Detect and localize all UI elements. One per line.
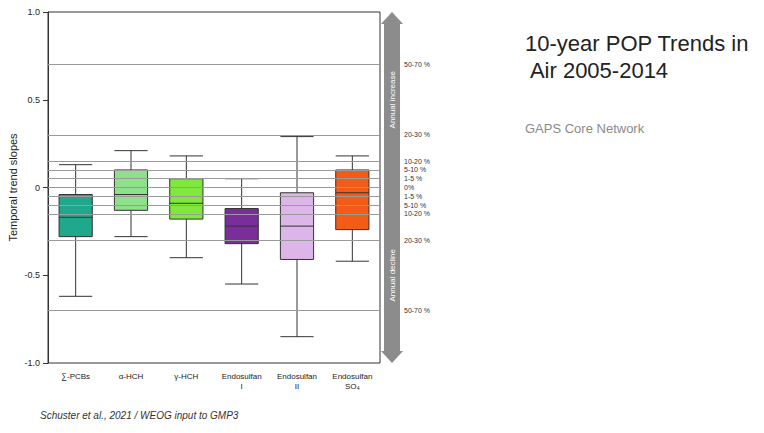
svg-text:20-30 %: 20-30 %: [404, 237, 430, 244]
svg-text:1-5 %: 1-5 %: [404, 193, 422, 200]
svg-text:Annual increase: Annual increase: [388, 71, 397, 129]
svg-text:Endosulfan: Endosulfan: [332, 372, 372, 381]
svg-text:I: I: [241, 382, 243, 391]
svg-text:∑-PCBs: ∑-PCBs: [61, 372, 90, 381]
svg-text:-0.5: -0.5: [24, 270, 40, 280]
svg-text:-1.0: -1.0: [24, 358, 40, 368]
svg-text:SO₄: SO₄: [345, 382, 360, 391]
svg-text:10-year POP Trends in: 10-year POP Trends in: [525, 31, 748, 56]
svg-text:Air 2005-2014: Air 2005-2014: [525, 58, 668, 83]
svg-text:Schuster et al., 2021 / WEOG i: Schuster et al., 2021 / WEOG input to GM…: [40, 410, 239, 421]
svg-text:1-5 %: 1-5 %: [404, 175, 422, 182]
svg-text:Annual decline: Annual decline: [388, 248, 397, 301]
svg-text:0%: 0%: [404, 184, 414, 191]
svg-text:Endosulfan: Endosulfan: [277, 372, 317, 381]
svg-text:1.0: 1.0: [27, 7, 40, 17]
svg-text:50-70 %: 50-70 %: [404, 307, 430, 314]
svg-text:α-HCH: α-HCH: [119, 372, 144, 381]
svg-text:II: II: [295, 382, 299, 391]
svg-text:0: 0: [35, 183, 40, 193]
svg-text:GAPS Core Network: GAPS Core Network: [525, 121, 645, 136]
svg-text:10-20 %: 10-20 %: [404, 210, 430, 217]
svg-text:5-10 %: 5-10 %: [404, 166, 426, 173]
svg-text:10-20 %: 10-20 %: [404, 158, 430, 165]
svg-text:20-30 %: 20-30 %: [404, 131, 430, 138]
svg-text:50-70 %: 50-70 %: [404, 61, 430, 68]
svg-text:Temporal trend slopes: Temporal trend slopes: [7, 133, 19, 242]
svg-text:5-10 %: 5-10 %: [404, 202, 426, 209]
svg-text:0.5: 0.5: [27, 95, 40, 105]
svg-text:Endosulfan: Endosulfan: [222, 372, 262, 381]
svg-text:γ-HCH: γ-HCH: [174, 372, 198, 381]
